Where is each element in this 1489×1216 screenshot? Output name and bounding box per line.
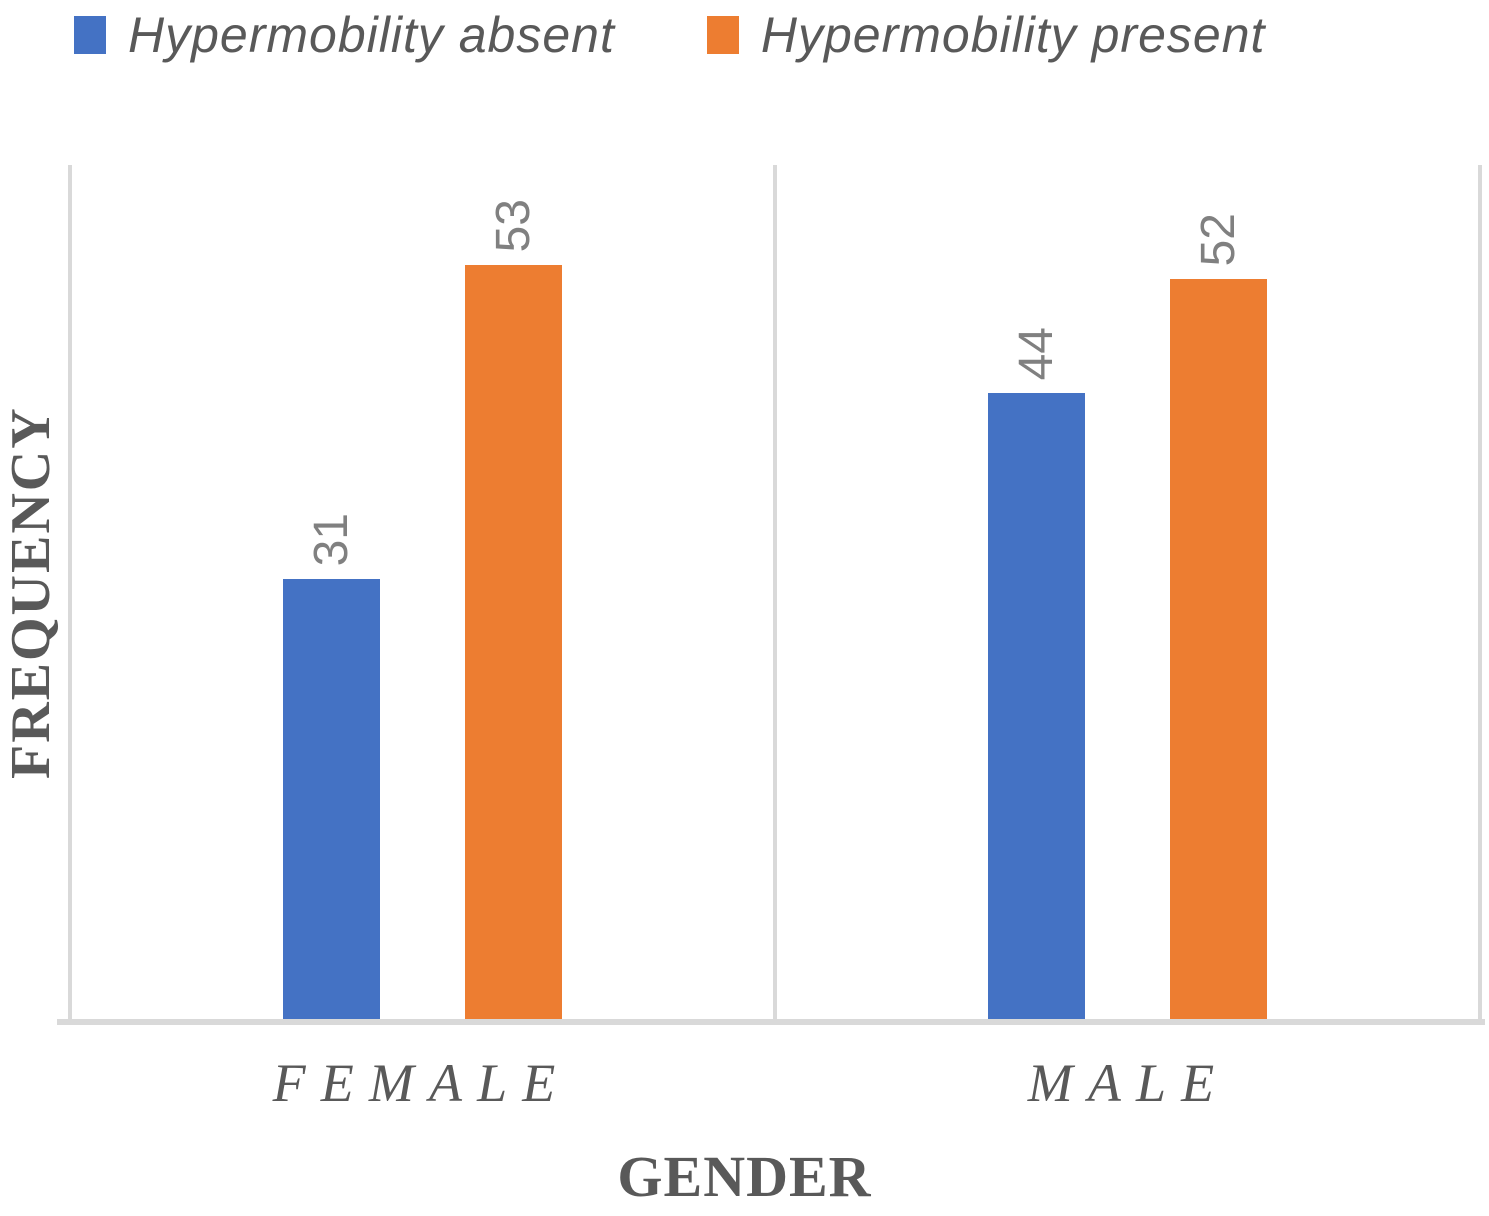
- data-label-male-hypermobility-present: 52: [1191, 212, 1245, 266]
- legend-swatch-present-icon: [706, 16, 739, 54]
- bar-group-male-hypermobility-present: 52: [1170, 165, 1267, 1021]
- data-label-female-hypermobility-present: 53: [486, 198, 540, 252]
- chart-legend: Hypermobility absent Hypermobility prese…: [74, 6, 1265, 64]
- x-axis-line: [57, 1019, 1485, 1025]
- bar-male-hypermobility-present: [1170, 279, 1267, 1021]
- bar-group-female-hypermobility-present: 53: [465, 165, 562, 1021]
- bar-group-male-hypermobility-absent: 44: [988, 165, 1085, 1021]
- bar-group-female-hypermobility-absent: 31: [283, 165, 380, 1021]
- bar-male-hypermobility-absent: [988, 393, 1085, 1021]
- x-axis-title: GENDER: [617, 1144, 872, 1209]
- plot-area: 31 53 44 52: [68, 165, 1482, 1021]
- category-panel-female: 31 53: [68, 165, 773, 1021]
- legend-item-hypermobility-absent: Hypermobility absent: [74, 6, 615, 64]
- bar-female-hypermobility-absent: [283, 579, 380, 1021]
- category-label-female: FEMALE: [272, 1053, 571, 1113]
- category-label-male: MALE: [1027, 1053, 1230, 1113]
- data-label-female-hypermobility-absent: 31: [304, 512, 358, 566]
- legend-item-hypermobility-present: Hypermobility present: [706, 6, 1266, 64]
- y-axis-title: FREQUENCY: [0, 406, 62, 780]
- data-label-male-hypermobility-absent: 44: [1009, 326, 1063, 380]
- legend-label-present: Hypermobility present: [760, 7, 1266, 63]
- category-axis-labels: FEMALE MALE: [68, 1052, 1482, 1114]
- category-panel-male: 44 52: [773, 165, 1478, 1021]
- legend-label-absent: Hypermobility absent: [128, 7, 615, 63]
- legend-swatch-absent-icon: [74, 16, 106, 54]
- bar-female-hypermobility-present: [465, 265, 562, 1021]
